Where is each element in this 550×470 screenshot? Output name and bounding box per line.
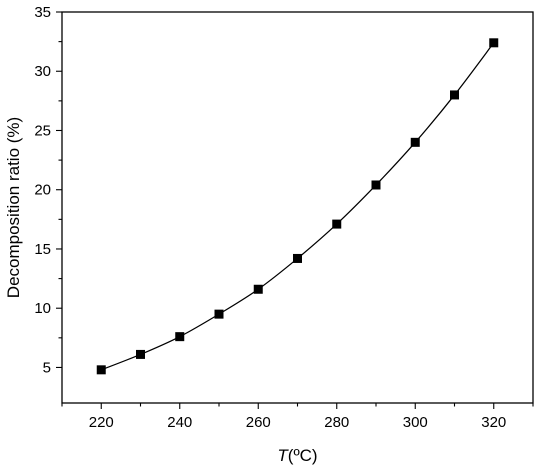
x-tick-label: 300 bbox=[403, 414, 428, 431]
y-tick-label: 15 bbox=[34, 241, 51, 258]
data-point-marker bbox=[214, 309, 224, 319]
data-point-marker bbox=[332, 219, 342, 229]
plot-frame bbox=[61, 11, 534, 404]
data-point-marker bbox=[293, 253, 302, 263]
x-axis-title-unit: (ºC) bbox=[288, 446, 318, 465]
data-point-marker bbox=[450, 90, 459, 100]
data-point-marker bbox=[410, 137, 420, 147]
axes bbox=[61, 11, 534, 404]
x-tick-label: 280 bbox=[324, 414, 349, 431]
data-point-marker bbox=[253, 284, 263, 294]
data-point-marker bbox=[96, 365, 106, 375]
tick-labels: 220 240 260 280 300 320 5 10 15 20 25 30 35 bbox=[34, 4, 506, 431]
data-point-marker bbox=[136, 349, 145, 359]
x-axis-title: T(ºC) bbox=[277, 446, 317, 465]
data-markers bbox=[96, 38, 499, 375]
y-tick-label: 35 bbox=[34, 4, 51, 21]
data-point-marker bbox=[371, 180, 381, 190]
data-point-marker bbox=[175, 332, 185, 342]
x-tick-label: 320 bbox=[481, 414, 506, 431]
y-tick-label: 30 bbox=[34, 63, 51, 80]
series-line bbox=[101, 42, 495, 371]
y-axis-title: Decomposition ratio (%) bbox=[4, 117, 23, 298]
x-tick-label: 260 bbox=[246, 414, 271, 431]
y-tick-label: 10 bbox=[34, 300, 51, 317]
y-tick-label: 5 bbox=[43, 359, 51, 376]
ticks bbox=[56, 11, 534, 409]
x-tick-label: 240 bbox=[167, 414, 192, 431]
x-axis-title-italic: T bbox=[277, 446, 289, 465]
data-point-marker bbox=[489, 38, 499, 48]
y-tick-label: 25 bbox=[34, 122, 51, 139]
x-tick-label: 220 bbox=[89, 414, 114, 431]
y-tick-label: 20 bbox=[34, 182, 51, 199]
series bbox=[101, 42, 495, 371]
